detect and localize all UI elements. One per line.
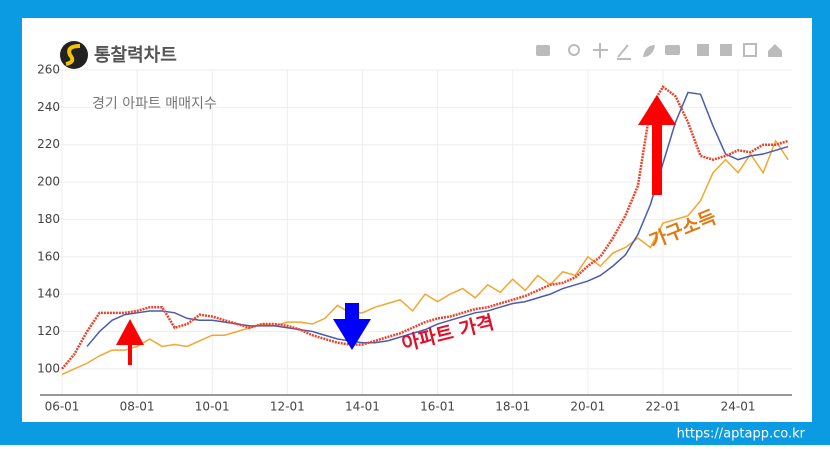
up-arrow xyxy=(638,95,676,195)
down-arrow xyxy=(333,303,371,350)
y-tick-label: 220 xyxy=(37,137,60,151)
pan-icon[interactable] xyxy=(593,43,608,58)
chart-title: 경기 아파트 매매지수 xyxy=(92,96,217,112)
draw-icon[interactable] xyxy=(617,44,631,60)
x-tick-label: 18-01 xyxy=(495,400,530,414)
up-arrow xyxy=(116,319,144,365)
series-line xyxy=(86,91,789,347)
y-tick-label: 200 xyxy=(37,175,60,189)
y-tick-label: 240 xyxy=(37,100,60,114)
x-tick-label: 12-01 xyxy=(270,400,305,414)
autoscale-icon[interactable] xyxy=(743,43,757,57)
y-tick-label: 100 xyxy=(37,361,60,375)
brand-title: 통찰력차트 xyxy=(94,45,177,66)
footer-url: https://aptapp.co.kr xyxy=(677,427,806,442)
x-tick-label: 24-01 xyxy=(721,400,756,414)
x-tick-label: 10-01 xyxy=(195,400,230,414)
camera-icon[interactable] xyxy=(536,45,550,56)
zoom-out-icon[interactable] xyxy=(720,44,732,56)
x-tick-label: 16-01 xyxy=(420,400,455,414)
y-tick-label: 160 xyxy=(37,249,60,263)
series-line xyxy=(61,84,789,370)
x-tick-label: 22-01 xyxy=(646,400,681,414)
y-tick-label: 180 xyxy=(37,212,60,226)
logo-mark xyxy=(65,44,81,66)
card xyxy=(22,18,812,422)
x-tick-label: 20-01 xyxy=(570,400,605,414)
home-icon[interactable] xyxy=(768,44,782,57)
zoom-icon[interactable] xyxy=(568,44,580,56)
plot: 100 120 140 160 180 200 220 240 260 06-01 08-01 10-… xyxy=(37,63,792,414)
erase-icon[interactable] xyxy=(665,45,680,55)
lasso-icon[interactable] xyxy=(643,45,655,57)
x-tick-label: 06-01 xyxy=(45,400,80,414)
x-tick-label: 08-01 xyxy=(120,400,155,414)
zoom-in-icon[interactable] xyxy=(697,44,709,56)
y-tick-label: 120 xyxy=(37,324,60,338)
series-line xyxy=(61,139,789,376)
y-tick-label: 140 xyxy=(37,287,60,301)
toolbar xyxy=(536,43,782,60)
x-tick-label: 14-01 xyxy=(345,400,380,414)
y-tick-label: 260 xyxy=(37,63,60,77)
